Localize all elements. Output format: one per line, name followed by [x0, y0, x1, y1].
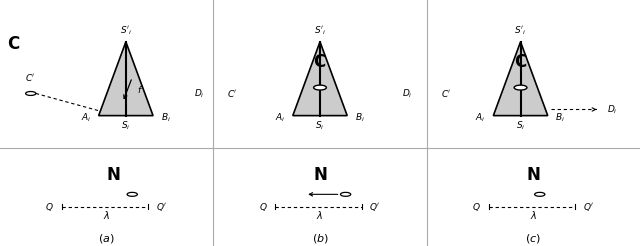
- Text: $\mathbf{C}$: $\mathbf{C}$: [514, 53, 527, 72]
- Text: $\mathbf{C}$: $\mathbf{C}$: [314, 53, 326, 72]
- Circle shape: [26, 92, 36, 95]
- Text: $Q$: $Q$: [45, 201, 54, 213]
- Polygon shape: [493, 42, 548, 116]
- Text: $Q'$: $Q'$: [582, 201, 594, 213]
- Text: $A_i$: $A_i$: [81, 111, 91, 124]
- Text: $D_i$: $D_i$: [402, 87, 413, 100]
- Text: $B_i$: $B_i$: [556, 111, 565, 124]
- Text: $Q$: $Q$: [472, 201, 481, 213]
- Text: $S'_i$: $S'_i$: [314, 25, 326, 37]
- Text: $(c)$: $(c)$: [525, 232, 541, 245]
- Text: $S'_i$: $S'_i$: [120, 25, 132, 37]
- Text: $\mathbf{N}$: $\mathbf{N}$: [526, 166, 541, 184]
- Text: $B_i$: $B_i$: [355, 111, 365, 124]
- Text: $D_i$: $D_i$: [607, 103, 618, 116]
- Text: $\mathbf{N}$: $\mathbf{N}$: [313, 166, 327, 184]
- Polygon shape: [293, 42, 347, 116]
- Circle shape: [514, 85, 527, 90]
- Text: $A_i$: $A_i$: [476, 111, 486, 124]
- Text: $Q'$: $Q'$: [369, 201, 381, 213]
- Text: $(b)$: $(b)$: [312, 232, 328, 245]
- Text: $S_i$: $S_i$: [516, 119, 525, 132]
- Circle shape: [127, 192, 138, 196]
- Text: $\lambda$: $\lambda$: [530, 209, 537, 221]
- Text: $S'_i$: $S'_i$: [515, 25, 527, 37]
- Circle shape: [340, 192, 351, 196]
- Circle shape: [534, 192, 545, 196]
- Text: $S_i$: $S_i$: [316, 119, 324, 132]
- Text: $\lambda$: $\lambda$: [103, 209, 110, 221]
- Text: $\mathbf{C}$: $\mathbf{C}$: [8, 35, 20, 53]
- Polygon shape: [99, 42, 153, 116]
- Text: $S_i$: $S_i$: [121, 119, 131, 132]
- Text: $f$: $f$: [137, 84, 143, 95]
- Circle shape: [314, 85, 326, 90]
- Text: $C'$: $C'$: [441, 88, 451, 99]
- Text: $D_i$: $D_i$: [194, 87, 205, 100]
- Text: $B_i$: $B_i$: [161, 111, 171, 124]
- Text: $\lambda$: $\lambda$: [316, 209, 324, 221]
- Text: $Q$: $Q$: [259, 201, 268, 213]
- Text: $C'$: $C'$: [227, 88, 238, 99]
- Text: $C'$: $C'$: [26, 72, 36, 83]
- Text: $(a)$: $(a)$: [99, 232, 115, 245]
- Text: $\mathbf{N}$: $\mathbf{N}$: [106, 166, 120, 184]
- Text: $Q'$: $Q'$: [156, 201, 168, 213]
- Text: $A_i$: $A_i$: [275, 111, 285, 124]
